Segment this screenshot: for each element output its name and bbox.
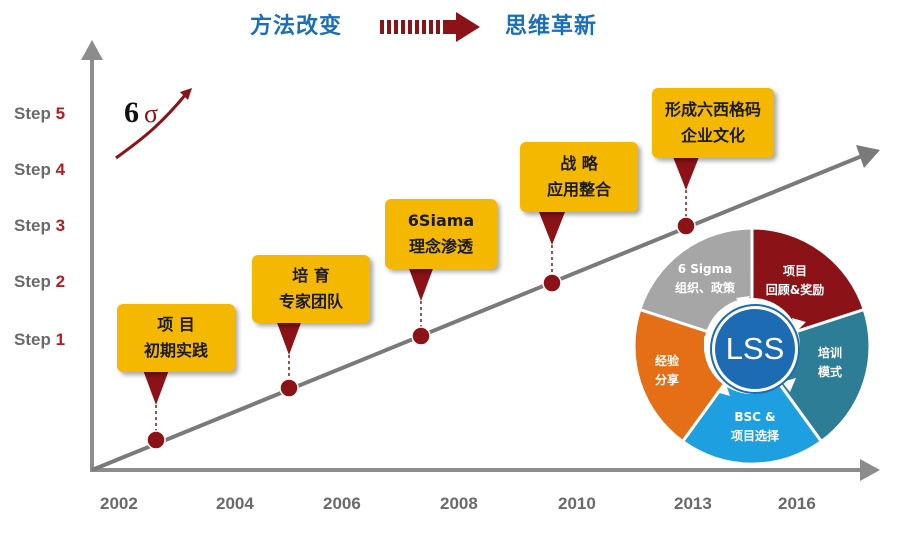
cycle-label-training: 培训 模式 — [817, 346, 842, 379]
cycle-segment-project-selection — [680, 343, 824, 466]
milestone-dot — [542, 273, 562, 293]
cycle-label-review: 项目 回顾&奖励 — [765, 264, 825, 297]
milestone-line1: 培 育 — [292, 266, 330, 285]
cycle-label-project-selection: BSC & 项目选择 — [730, 410, 779, 443]
step-label-5: Step 5 — [14, 104, 66, 123]
cycle-arrow-icon — [704, 336, 714, 352]
year-label: 2013 — [674, 494, 712, 513]
step-label-1: Step 1 — [14, 330, 66, 349]
step-label-2: Step 2 — [14, 272, 66, 291]
milestone-line2: 专家团队 — [278, 292, 343, 311]
year-label: 2010 — [558, 494, 596, 513]
milestone-card: 战 略 应用整合 — [520, 142, 638, 212]
milestone-card: 项 目 初期实践 — [117, 304, 235, 372]
year-label: 2002 — [100, 494, 138, 513]
year-label: 2004 — [216, 494, 254, 513]
transition-arrow-icon — [380, 12, 480, 42]
milestone-dot — [411, 326, 431, 346]
milestone-card: 培 育 专家团队 — [252, 255, 370, 323]
year-label: 2016 — [778, 494, 816, 513]
six-sigma-logo: 6 σ 6σ — [108, 82, 198, 162]
year-label: 2006 — [323, 494, 361, 513]
milestone-line2: 应用整合 — [546, 180, 611, 199]
milestone-line1: 形成六西格码 — [664, 100, 761, 119]
milestone-card: 6Siama 理念渗透 — [385, 199, 497, 269]
cycle-arrow-icon — [792, 318, 806, 332]
milestone-card: 形成六西格码 企业文化 — [652, 88, 774, 158]
milestone-line1: 6Siama — [407, 211, 475, 230]
milestone-line1: 战 略 — [560, 154, 598, 173]
step-label-4: Step 4 — [14, 160, 66, 179]
step-label-3: Step 3 — [14, 216, 66, 235]
svg-text:σ: σ — [144, 99, 158, 128]
milestone-line2: 企业文化 — [680, 126, 745, 145]
milestone-dot — [279, 378, 299, 398]
svg-text:6: 6 — [124, 96, 139, 129]
cycle-label-organization: 6 Sigma 组织、政策 — [674, 262, 735, 295]
lss-center: LSS — [712, 306, 798, 392]
six-sigma-logo-icon: 6 σ — [115, 88, 192, 160]
milestone-line2: 理念渗透 — [408, 237, 473, 256]
cycle-arrow-icon — [736, 296, 750, 306]
milestone-dot — [146, 430, 166, 450]
milestone-line2: 初期实践 — [143, 341, 208, 360]
milestone-line1: 项 目 — [157, 315, 195, 334]
header-left-text: 方法改变 — [250, 14, 343, 39]
header-right-text: 思维革新 — [505, 14, 598, 39]
year-label: 2008 — [440, 494, 478, 513]
milestone-dot — [676, 216, 696, 236]
cycle-arrow-icon — [782, 378, 796, 392]
cycle-arrow-icon — [716, 384, 730, 396]
cycle-label-sharing: 经验 分享 — [654, 354, 679, 387]
